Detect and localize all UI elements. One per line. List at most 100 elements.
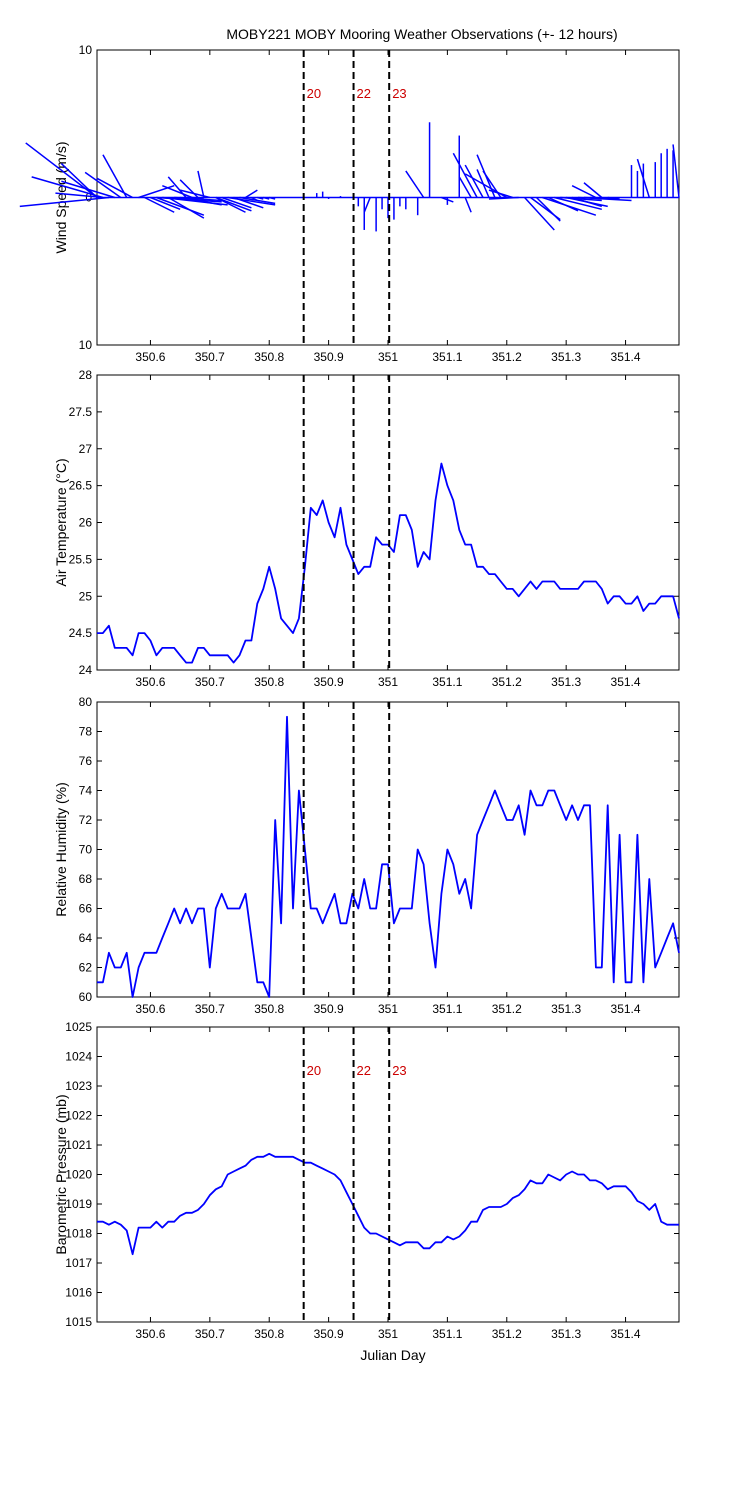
x-tick-label: 350.6 (135, 350, 165, 364)
y-tick-label: 1015 (65, 1315, 92, 1329)
chart-panels: 10 0 10 350.6 350.7 350.8 350.9 351 351.1 351.2 35… (19, 43, 680, 1341)
x-tick-label: 350.8 (254, 1327, 284, 1341)
x-tick-label: 350.6 (135, 1002, 165, 1016)
wind-vector (524, 196, 555, 231)
x-tick-label: 350.6 (135, 675, 165, 689)
y-axis-label: Wind Speed (m/s) (53, 141, 69, 253)
x-tick-label: 351.4 (611, 1002, 641, 1016)
y-tick-label: 62 (79, 961, 93, 975)
x-tick-label: 351 (378, 675, 398, 689)
wind-vector (84, 171, 122, 199)
y-tick-label: 66 (79, 902, 93, 916)
y-axis-label: Air Temperature (°C) (53, 458, 69, 586)
y-tick-label: 1024 (65, 1050, 92, 1064)
marker-label: 20 (307, 1063, 321, 1078)
data-line (97, 1152, 679, 1256)
chart-panel-1: 10 0 10 350.6 350.7 350.8 350.9 351 351.1 351.2 35… (19, 43, 680, 364)
wind-vector (144, 196, 175, 213)
wind-vector (162, 185, 193, 199)
x-tick-label: 351.3 (551, 1327, 581, 1341)
wind-vector (488, 196, 519, 200)
y-tick-label: 0 (85, 191, 92, 205)
x-tick-label: 350.9 (314, 1327, 344, 1341)
y-tick-label: 10 (79, 338, 93, 352)
marker-label: 20 (307, 86, 321, 101)
x-tick-label: 351 (378, 1002, 398, 1016)
wind-vector (167, 196, 205, 219)
y-tick-label: 27.5 (69, 405, 93, 419)
wind-vector (464, 197, 472, 213)
y-tick-label: 24 (79, 663, 93, 677)
y-tick-label: 80 (79, 695, 93, 709)
marker-label: 22 (357, 1063, 371, 1078)
marker-label: 23 (392, 1063, 406, 1078)
wind-vector (488, 189, 513, 199)
wind-vector (571, 196, 603, 208)
wind-vector (191, 196, 204, 200)
y-tick-label: 64 (79, 931, 93, 945)
wind-vector (458, 176, 472, 198)
wind-vector (102, 154, 128, 198)
wind-vector (363, 197, 371, 213)
y-tick-label: 26 (79, 516, 93, 530)
y-tick-label: 1017 (65, 1256, 92, 1270)
wind-vector (19, 196, 109, 208)
x-axis-label: Julian Day (360, 1347, 425, 1363)
y-tick-label: 76 (79, 754, 93, 768)
wind-vector (245, 189, 258, 199)
y-tick-label: 70 (79, 843, 93, 857)
chart-panel-3: 60 62 64 66 68 70 72 74 76 78 80 350.6 350.7 350.8 350… (53, 695, 680, 1016)
y-tick-label: 25 (79, 589, 93, 603)
data-line (97, 462, 680, 664)
plot-frame (96, 1026, 680, 1323)
wind-vector (535, 196, 561, 222)
x-tick-label: 351.4 (611, 1327, 641, 1341)
wind-vector (61, 180, 116, 199)
x-tick-label: 350.8 (254, 675, 284, 689)
x-tick-label: 350.7 (195, 350, 225, 364)
wind-vector (55, 192, 104, 199)
wind-vector (215, 196, 252, 212)
x-tick-label: 350.9 (314, 1002, 344, 1016)
x-tick-label: 351 (378, 1327, 398, 1341)
plot-frame (96, 701, 680, 998)
x-tick-label: 351.2 (492, 1002, 522, 1016)
wind-vector (548, 196, 579, 212)
chart-panel-4: 1015 1016 1017 1018 1019 1020 1021 1022 1023 1024… (53, 1020, 680, 1341)
y-tick-label: 1022 (65, 1109, 92, 1123)
wind-vector (672, 144, 680, 198)
chart-panel-2: 24 24.5 25 25.5 26 26.5 27 27.5 28 350.6 350.7 350.… (53, 368, 680, 689)
y-tick-label: 68 (79, 872, 93, 886)
wind-vector (31, 176, 104, 199)
marker-label: 23 (392, 86, 406, 101)
wind-vector (583, 182, 603, 199)
y-tick-label: 1018 (65, 1227, 92, 1241)
x-tick-label: 350.8 (254, 1002, 284, 1016)
x-tick-label: 351.3 (551, 1002, 581, 1016)
x-tick-label: 351.4 (611, 350, 641, 364)
wind-vector (464, 164, 484, 198)
x-tick-label: 350.7 (195, 1327, 225, 1341)
x-tick-label: 351.4 (611, 675, 641, 689)
x-tick-label: 350.7 (195, 675, 225, 689)
x-tick-label: 350.8 (254, 350, 284, 364)
x-tick-label: 351.1 (432, 675, 462, 689)
x-tick-label: 351.3 (551, 675, 581, 689)
y-tick-label: 1020 (65, 1168, 92, 1182)
x-tick-label: 351.2 (492, 675, 522, 689)
wind-vector (233, 196, 264, 209)
wind-vector (607, 196, 620, 200)
y-axis-label: Relative Humidity (%) (53, 782, 69, 917)
wind-vector (96, 177, 133, 199)
wind-vector (589, 196, 614, 200)
wind-vector (197, 170, 205, 198)
wind-vector (221, 196, 252, 209)
wind-vector (405, 170, 425, 198)
wind-vector (150, 196, 181, 210)
y-tick-label: 60 (79, 990, 93, 1004)
y-tick-label: 72 (79, 813, 93, 827)
x-tick-label: 351.1 (432, 1327, 462, 1341)
marker-label: 22 (357, 86, 371, 101)
wind-vector (180, 196, 222, 206)
